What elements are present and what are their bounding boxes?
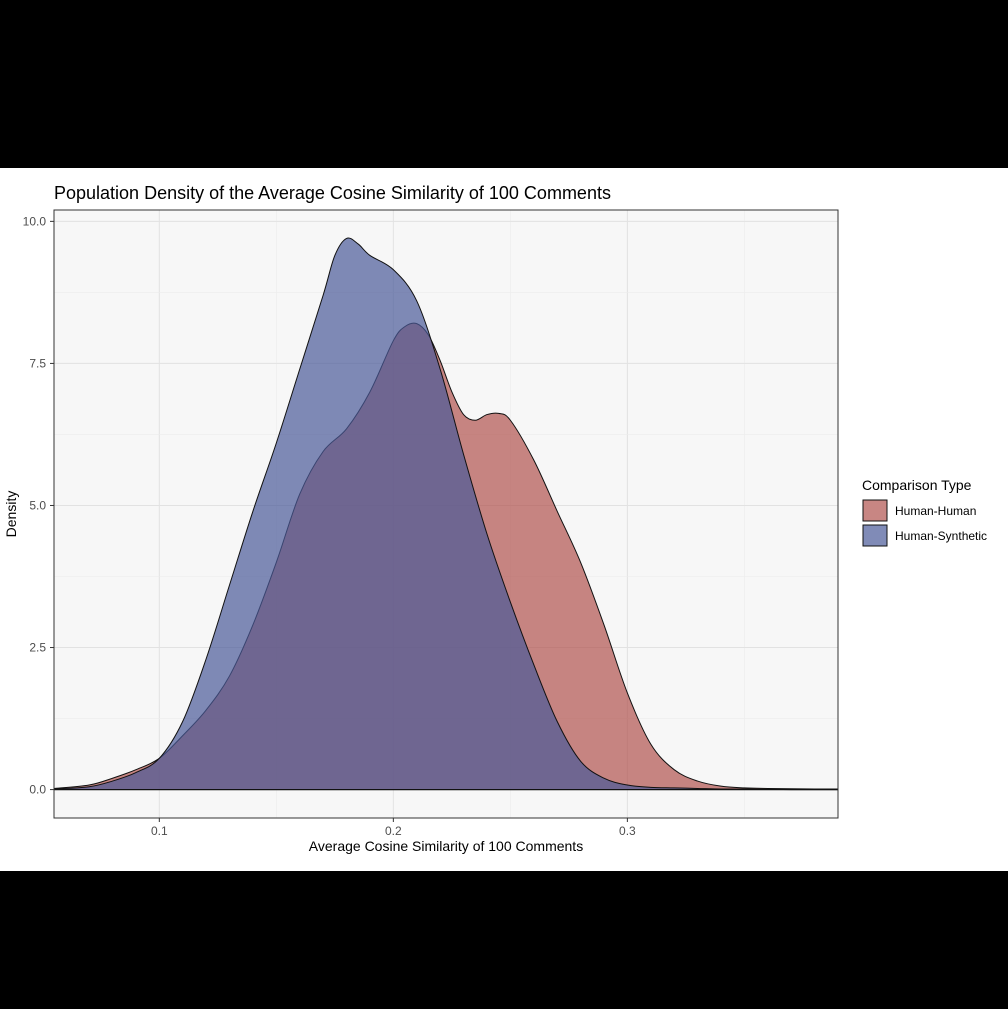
legend-label-human-synthetic: Human-Synthetic — [895, 529, 987, 543]
y-axis-label: Density — [3, 491, 19, 538]
x-tick-label: 0.1 — [151, 824, 168, 838]
y-tick-label: 2.5 — [29, 641, 46, 655]
y-tick-label: 0.0 — [29, 783, 46, 797]
x-axis-label: Average Cosine Similarity of 100 Comment… — [309, 838, 583, 854]
x-tick-label: 0.2 — [385, 824, 402, 838]
y-tick-label: 7.5 — [29, 356, 46, 370]
x-tick-label: 0.3 — [619, 824, 636, 838]
legend-label-human-human: Human-Human — [895, 504, 976, 518]
density-area-human-synthetic — [54, 237, 838, 790]
chart-title: Population Density of the Average Cosine… — [54, 183, 611, 203]
x-axis-ticks: 0.1 0.2 0.3 — [151, 818, 636, 838]
legend-swatch-human-synthetic — [862, 524, 888, 547]
chart-figure: Population Density of the Average Cosine… — [0, 168, 1008, 871]
legend: Comparison Type Human-Human Human-Synthet… — [862, 477, 987, 547]
legend-swatch-human-human — [862, 499, 888, 522]
legend-title: Comparison Type — [862, 477, 972, 493]
y-axis-ticks: 0.0 2.5 5.0 7.5 10.0 — [23, 214, 54, 797]
panel-border — [53, 209, 839, 819]
y-tick-label: 5.0 — [29, 498, 46, 512]
y-tick-label: 10.0 — [23, 214, 47, 228]
density-chart: Population Density of the Average Cosine… — [3, 183, 987, 854]
density-outline-human-synthetic — [54, 237, 838, 791]
density-areas — [54, 237, 838, 791]
